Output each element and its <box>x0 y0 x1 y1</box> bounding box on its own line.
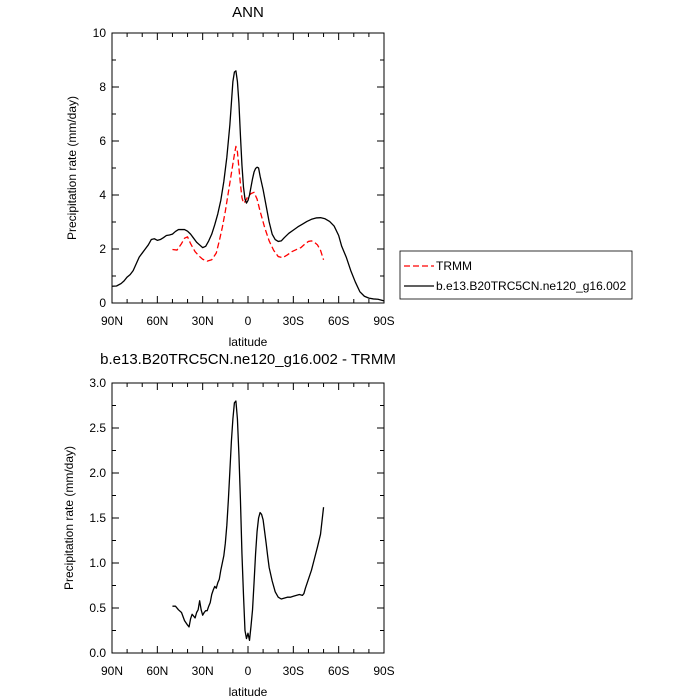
bottom-y-tick-label: 1.0 <box>89 556 106 570</box>
legend-label-trmm: TRMM <box>436 259 472 273</box>
top-x-tick-label: 30S <box>283 314 304 328</box>
bottom-x-tick-label: 60N <box>146 664 168 678</box>
legend-label-model: b.e13.B20TRC5CN.ne120_g16.002 <box>436 279 626 293</box>
bottom-x-tick-label: 30N <box>192 664 214 678</box>
legend: TRMM b.e13.B20TRC5CN.ne120_g16.002 <box>399 250 633 300</box>
top-chart-frame <box>111 32 385 304</box>
top-series-line-0 <box>172 145 325 262</box>
top-chart-ticks: 90N 60N 30N 0 30S 60S 90S 0 2 4 6 8 10 <box>93 26 395 328</box>
bottom-y-tick-label: 2.0 <box>89 466 106 480</box>
bottom-chart-title: b.e13.B20TRC5CN.ne120_g16.002 - TRMM <box>100 351 396 368</box>
bottom-y-tick-label: 1.5 <box>89 511 106 525</box>
top-chart-xlabel: latitude <box>229 335 268 349</box>
bottom-y-tick-label: 0.0 <box>89 646 106 660</box>
top-y-tick-label: 10 <box>93 26 107 40</box>
bottom-x-tick-label: 90S <box>373 664 394 678</box>
top-y-tick-label: 0 <box>99 296 106 310</box>
bottom-chart-ylabel: Precipitation rate (mm/day) <box>62 446 76 590</box>
bottom-chart-ticks: 90N 60N 30N 0 30S 60S 90S 0.0 0.5 1.0 1.5 2.0 2.5 3.0 <box>89 376 394 678</box>
top-x-tick-label: 90N <box>101 314 123 328</box>
top-y-tick-label: 8 <box>99 80 106 94</box>
top-x-tick-label: 90S <box>373 314 394 328</box>
top-y-tick-label: 6 <box>99 134 106 148</box>
top-chart-ylabel: Precipitation rate (mm/day) <box>65 96 79 240</box>
top-chart-series <box>111 70 385 302</box>
bottom-y-tick-label: 2.5 <box>89 421 106 435</box>
bottom-y-tick-label: 3.0 <box>89 376 106 390</box>
top-x-tick-label: 0 <box>245 314 252 328</box>
top-y-tick-label: 4 <box>99 188 106 202</box>
bottom-y-tick-label: 0.5 <box>89 601 106 615</box>
bottom-x-tick-label: 90N <box>101 664 123 678</box>
bottom-series-line-0 <box>172 400 325 642</box>
top-series-line-1 <box>111 70 385 302</box>
bottom-chart-series <box>172 400 325 642</box>
bottom-x-tick-label: 30S <box>283 664 304 678</box>
legend-box <box>399 250 633 300</box>
top-x-tick-label: 60N <box>146 314 168 328</box>
top-x-tick-label: 60S <box>328 314 349 328</box>
bottom-x-tick-label: 60S <box>328 664 349 678</box>
bottom-chart-xlabel: latitude <box>229 685 268 699</box>
top-y-tick-label: 2 <box>99 242 106 256</box>
top-x-tick-label: 30N <box>192 314 214 328</box>
bottom-chart-panel: b.e13.B20TRC5CN.ne120_g16.002 - TRMM 90N… <box>62 351 396 699</box>
top-chart-title: ANN <box>232 4 264 21</box>
bottom-x-tick-label: 0 <box>245 664 252 678</box>
bottom-chart-frame <box>111 382 385 654</box>
